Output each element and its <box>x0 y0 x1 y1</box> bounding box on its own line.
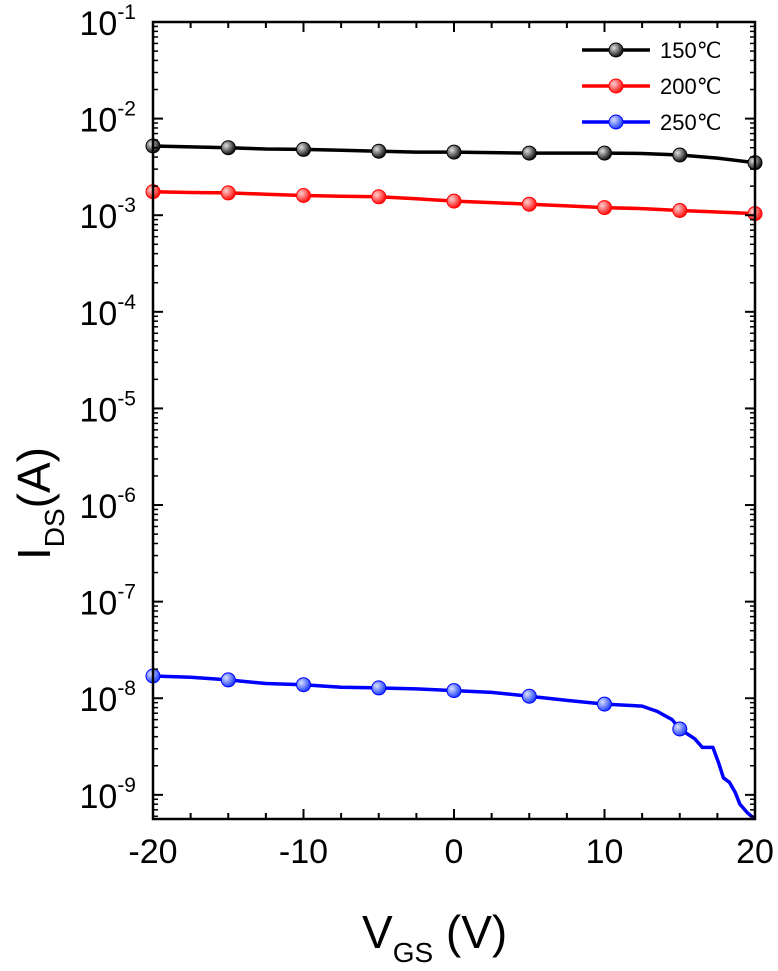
series-1-point-5 <box>521 196 537 212</box>
series-0-point-6 <box>597 145 612 161</box>
legend-swatch-marker-2 <box>608 114 624 130</box>
legend-item-0: 150℃ <box>582 38 721 63</box>
y-tick-label: 10-6 <box>79 484 136 526</box>
y-tick-label: 10-7 <box>79 581 136 623</box>
x-tick-label: 0 <box>445 833 464 871</box>
y-tick-label: 10-9 <box>79 774 136 816</box>
series-1-point-3 <box>371 189 387 205</box>
legend-label-1: 200℃ <box>660 74 721 99</box>
y-tick-label: 10-1 <box>79 1 136 43</box>
series-1-point-4 <box>446 193 462 209</box>
series-1 <box>145 184 763 222</box>
series-2 <box>145 668 757 821</box>
plot-frame <box>151 20 757 821</box>
series-2-point-4 <box>446 683 462 699</box>
series-0-point-2 <box>296 141 311 157</box>
series-1-point-7 <box>672 203 688 218</box>
series-0-point-1 <box>220 140 236 156</box>
legend-swatch-marker-0 <box>608 42 624 58</box>
series-2-point-3 <box>371 680 387 696</box>
y-tick-label: 10-2 <box>79 98 136 140</box>
legend-label-0: 150℃ <box>660 38 721 63</box>
legend-item-2: 250℃ <box>582 110 721 135</box>
y-tick-label: 10-8 <box>79 677 136 719</box>
x-axis-title: VGS (V) <box>362 906 507 968</box>
legend-swatch-marker-1 <box>608 78 624 94</box>
series-2-point-6 <box>597 696 612 712</box>
series-2-point-7 <box>672 721 688 737</box>
x-tick-label: -20 <box>128 833 177 871</box>
series-2-point-5 <box>521 688 537 704</box>
x-axis-title-rest: (V) <box>433 906 507 958</box>
series-0-point-7 <box>672 147 688 163</box>
y-axis-title-rest: (A) <box>8 447 60 508</box>
series-1-point-2 <box>296 188 311 203</box>
series-layer <box>145 138 763 821</box>
x-tick-label: 10 <box>586 833 624 871</box>
x-axis-title-sub: GS <box>393 937 433 968</box>
x-tick-label: -10 <box>279 833 328 871</box>
y-tick-label: 10-3 <box>79 194 136 236</box>
series-2-point-2 <box>296 677 311 693</box>
legend: 150℃ 200℃ 250℃ <box>582 38 721 135</box>
series-2-point-1 <box>220 672 236 688</box>
series-line-2 <box>152 674 757 821</box>
series-0 <box>145 138 763 171</box>
series-0-point-3 <box>371 143 387 159</box>
y-tick-label: 10-4 <box>79 291 136 333</box>
y-axis-title-sub: DS <box>39 508 70 547</box>
legend-item-1: 200℃ <box>582 74 721 99</box>
series-1-point-6 <box>597 200 612 216</box>
y-tick-label: 10-5 <box>79 387 136 429</box>
legend-label-2: 250℃ <box>660 110 721 135</box>
y-axis-title: IDS(A) <box>8 447 70 560</box>
series-0-point-5 <box>521 145 537 161</box>
series-1-point-1 <box>220 185 236 201</box>
tick-layer: -20 -10 0 10 20 10-9 10-8 10-7 10-6 10-5 10-4 10-3 1… <box>79 1 773 871</box>
x-tick-label: 20 <box>736 833 774 871</box>
series-0-point-4 <box>446 144 462 160</box>
